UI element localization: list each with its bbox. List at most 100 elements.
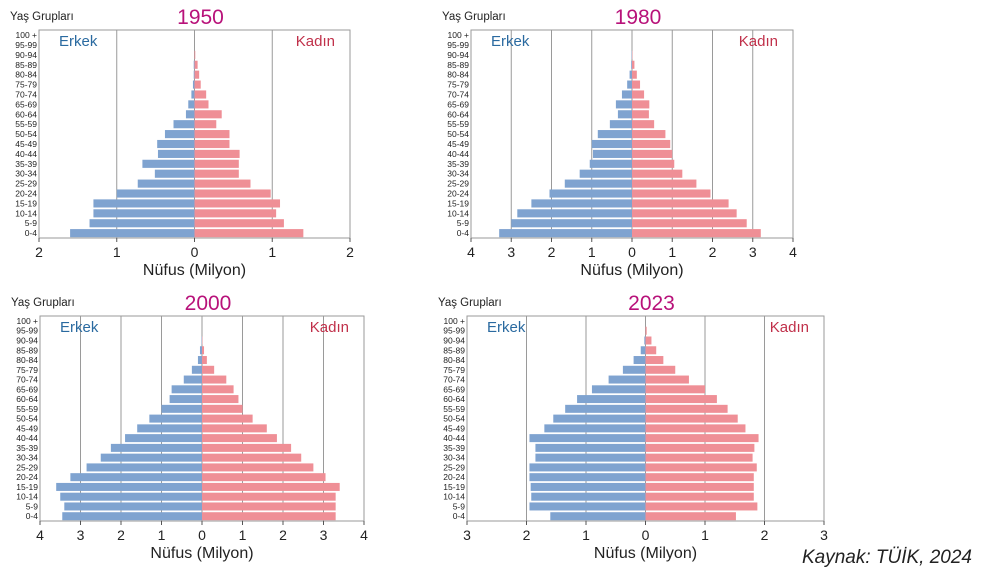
male-label: Erkek [60,319,99,336]
bar-female-70-74 [202,375,227,384]
bar-female-60-64 [202,395,239,404]
x-tick-label: 1 [158,527,166,543]
bar-male-45-49 [137,424,202,433]
age-label: 85-89 [443,345,465,355]
x-tick-label: 1 [668,244,676,260]
age-label: 10-14 [443,492,465,502]
bar-female-60-64 [194,110,222,119]
bar-male-55-59 [565,404,646,413]
x-tick-label: 0 [628,244,636,260]
pyramid-chart-1980: 0-45-910-1415-1920-2425-2930-3435-3940-4… [442,6,797,279]
x-tick-label: 1 [113,244,121,260]
age-label: 70-74 [16,375,38,385]
bar-male-85-89 [631,60,632,69]
bar-female-10-14 [645,492,754,501]
bar-male-45-49 [591,139,632,149]
age-label: 15-19 [443,482,465,492]
bar-male-40-44 [157,149,195,158]
chart-title: 2000 [185,292,232,315]
bar-female-50-54 [645,414,738,423]
bar-female-70-74 [632,90,645,99]
bar-female-0-4 [202,512,336,521]
x-tick-label: 1 [582,527,590,543]
age-label: 70-74 [443,375,465,385]
age-label: 70-74 [447,89,469,99]
age-label: 45-49 [447,139,469,149]
bar-female-45-49 [194,139,230,149]
bar-female-55-59 [632,120,655,129]
bar-female-25-29 [194,179,251,188]
bar-female-5-9 [645,502,758,511]
age-label: 55-59 [16,404,38,414]
x-tick-label: 2 [709,244,717,260]
bar-male-35-39 [589,159,632,168]
bar-female-90-94 [645,336,652,345]
y-axis-title: Yaş Grupları [438,297,502,309]
bar-female-40-44 [202,434,277,443]
age-label: 60-64 [15,109,37,119]
x-tick-label: 1 [268,244,276,260]
bar-female-70-74 [645,375,689,384]
x-tick-label: 3 [463,527,471,543]
bar-female-30-34 [194,169,239,178]
x-axis-title: Nüfus (Milyon) [594,545,697,562]
bar-female-65-69 [202,385,234,394]
x-tick-label: 2 [35,244,43,260]
age-label: 30-34 [15,169,37,179]
bar-female-55-59 [194,120,217,129]
bar-male-70-74 [191,90,195,99]
age-label: 15-19 [16,482,38,492]
age-label: 60-64 [16,394,38,404]
age-label: 20-24 [447,189,469,199]
bar-male-60-64 [169,395,202,404]
bar-male-10-14 [531,492,646,501]
bar-male-20-24 [529,473,646,482]
age-label: 100 + [15,30,37,40]
x-tick-label: 1 [239,527,247,543]
x-tick-label: 1 [701,527,709,543]
bar-male-15-19 [531,199,632,208]
bar-female-40-44 [645,434,759,443]
bar-male-15-19 [530,482,646,491]
age-label: 5-9 [25,218,38,228]
bar-male-0-4 [550,512,646,521]
bar-male-0-4 [62,512,203,521]
bar-female-25-29 [645,463,757,472]
x-tick-label: 4 [360,527,368,543]
bar-male-40-44 [592,149,632,158]
age-label: 10-14 [16,492,38,502]
bar-female-20-24 [194,189,271,198]
bar-male-10-14 [517,209,632,218]
x-tick-label: 2 [346,244,354,260]
age-label: 20-24 [15,189,37,199]
bar-female-75-79 [645,365,676,374]
bar-male-55-59 [161,404,202,413]
bar-male-20-24 [70,473,202,482]
bar-female-45-49 [632,139,671,149]
female-label: Kadın [739,33,778,50]
bar-female-10-14 [632,209,737,218]
pyramid-chart-2000: 0-45-910-1415-1920-2425-2930-3435-3940-4… [11,292,368,562]
age-label: 65-69 [443,384,465,394]
x-tick-label: 4 [789,244,797,260]
age-label: 95-99 [443,326,465,336]
bar-male-50-54 [553,414,646,423]
bar-male-30-34 [535,453,646,462]
x-tick-label: 3 [77,527,85,543]
bar-female-80-84 [194,70,200,79]
bar-male-50-54 [164,130,195,139]
bar-male-5-9 [89,219,195,228]
x-tick-label: 0 [642,527,650,543]
x-tick-label: 3 [820,527,828,543]
age-label: 85-89 [15,60,37,70]
bar-female-45-49 [645,424,746,433]
age-label: 40-44 [447,149,469,159]
bar-male-70-74 [608,375,646,384]
age-label: 75-79 [16,365,38,375]
y-axis-title: Yaş Grupları [442,11,506,23]
bar-male-10-14 [93,209,195,218]
age-label: 50-54 [443,414,465,424]
bar-male-85-89 [193,60,195,69]
bar-female-55-59 [202,404,243,413]
